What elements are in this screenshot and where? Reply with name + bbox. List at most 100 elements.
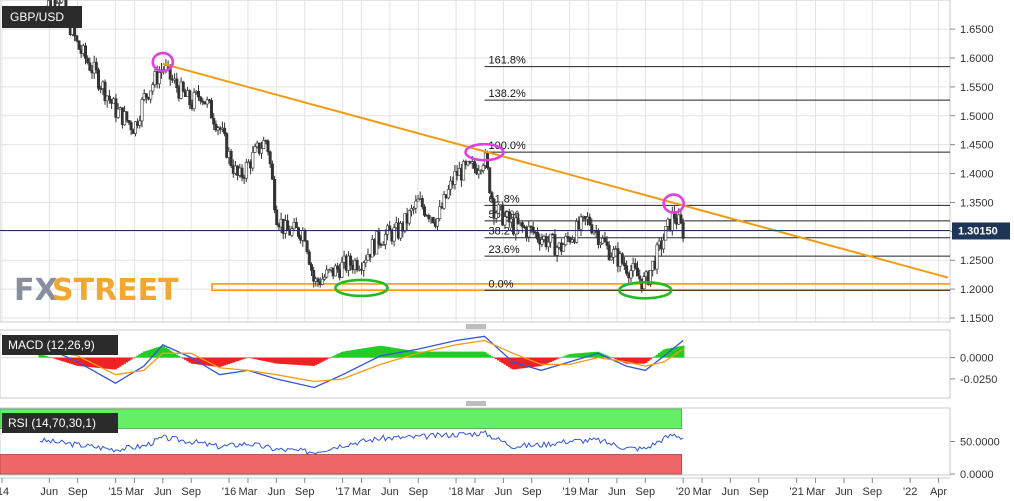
candle-body [60, 0, 64, 3]
macd-histogram-bar [529, 357, 533, 368]
candle-body [303, 230, 307, 242]
macd-histogram-bar [171, 351, 174, 358]
macd-histogram-bar [60, 357, 63, 361]
candle-body [501, 204, 505, 226]
macd-histogram-bar [86, 357, 89, 367]
x-tick-label: '20 [676, 486, 690, 498]
x-tick-label: Mar [125, 486, 144, 498]
candle-body [381, 244, 385, 246]
candle-body [431, 217, 435, 223]
macd-histogram-bar [273, 357, 276, 364]
price-y-tick-label: 1.5000 [960, 111, 994, 123]
candle-body [223, 127, 227, 134]
candle-body [438, 206, 442, 219]
macd-histogram-bar [177, 355, 181, 358]
macd-histogram-bar [375, 346, 378, 358]
macd-histogram-bar [492, 357, 496, 359]
x-tick-label: Jun [608, 486, 626, 498]
candle-body [225, 133, 229, 158]
resize-handle-macd-bar[interactable] [466, 324, 486, 329]
macd-histogram-bar [527, 357, 531, 368]
macd-histogram-bar [458, 351, 461, 358]
candle-body [503, 216, 507, 226]
macd-histogram-bar [360, 348, 363, 358]
macd-histogram-bar [175, 354, 179, 358]
x-tick-label: Mar [806, 486, 825, 498]
macd-histogram-bar [218, 357, 222, 367]
macd-histogram-bar [210, 357, 213, 367]
candle-body [540, 239, 544, 245]
x-tick-label: '15 [108, 486, 122, 498]
macd-histogram-bar [673, 347, 676, 358]
rsi-overbought-zone [0, 408, 683, 429]
candle-body [481, 165, 485, 171]
macd-histogram-bar [471, 351, 474, 358]
fibonacci-level-label: 161.8% [488, 55, 526, 67]
candle-body [612, 249, 616, 258]
candle-body [575, 221, 579, 243]
macd-histogram-bar [364, 348, 368, 358]
candle-body [205, 99, 209, 105]
macd-histogram-bar [460, 351, 463, 358]
fibonacci-level-label: 23.6% [488, 244, 519, 256]
candle-body [125, 111, 129, 121]
macd-histogram-bar [605, 355, 609, 358]
candle-body [333, 265, 337, 277]
macd-histogram-bar [510, 357, 513, 369]
macd-histogram-bar [438, 351, 441, 358]
macd-histogram-bar [627, 357, 631, 364]
macd-histogram-bar [540, 357, 544, 366]
macd-histogram-bar [247, 357, 250, 359]
candle-body [214, 123, 218, 131]
macd-histogram-bar [386, 346, 389, 358]
resize-handle-rsi[interactable] [466, 401, 486, 406]
candle-body [590, 224, 594, 234]
macd-histogram-bar [55, 357, 59, 360]
rsi-line-path [39, 430, 684, 455]
candle-body [316, 278, 320, 282]
last-price-badge [952, 222, 1010, 240]
candle-body [507, 211, 511, 223]
fibonacci-level-label: 61.8% [488, 193, 519, 205]
macd-histogram-bar [653, 356, 657, 358]
candle-body [309, 264, 313, 271]
macd-histogram-bar [418, 351, 422, 358]
macd-title: MACD (12,26,9) [8, 338, 95, 352]
rsi-panel: 50.0000 0.0000 RSI (14,70,30,1) [0, 407, 1000, 481]
candle-body [477, 170, 481, 175]
macd-histogram-bar [318, 357, 322, 363]
candle-body [629, 270, 633, 279]
candle-body [212, 117, 216, 125]
macd-line [39, 335, 684, 389]
macd-histogram-bar [66, 357, 70, 363]
candle-body [620, 253, 624, 264]
macd-histogram-bar [618, 357, 622, 361]
macd-histogram-bar [475, 351, 478, 358]
macd-histogram-bar [223, 357, 226, 366]
price-y-axis: 1.15001.20001.25001.30001.35001.40001.45… [950, 24, 994, 325]
price-candles [38, 0, 685, 293]
macd-histogram-bar [575, 353, 578, 358]
macd-histogram-bar [314, 357, 318, 366]
macd-histogram-bar [353, 349, 357, 358]
macd-histogram-bar [127, 357, 131, 362]
macd-histogram-bar [562, 356, 565, 358]
macd-histogram-bar [53, 357, 57, 359]
candle-body [240, 167, 244, 178]
macd-y-tick-label: 0.0000 [960, 353, 994, 365]
resize-handle-rsi-bar[interactable] [466, 401, 486, 406]
resize-handle-macd[interactable] [466, 324, 486, 329]
macd-histogram-bar [281, 357, 285, 364]
x-tick-label: '17 [335, 486, 349, 498]
macd-histogram-bar [92, 357, 96, 368]
macd-histogram-bar [284, 357, 287, 365]
macd-histogram-bar [499, 357, 502, 362]
macd-histogram-bar [214, 357, 218, 367]
macd-histogram-bar [238, 357, 242, 361]
macd-histogram-bar [253, 357, 257, 360]
macd-histogram-bar [190, 357, 194, 364]
macd-histogram-bar [197, 357, 200, 365]
macd-y-tick-label: -0.0250 [960, 374, 997, 386]
macd-histogram-bar [479, 351, 483, 358]
last-price-indicator: 1.30150 [0, 222, 1010, 240]
